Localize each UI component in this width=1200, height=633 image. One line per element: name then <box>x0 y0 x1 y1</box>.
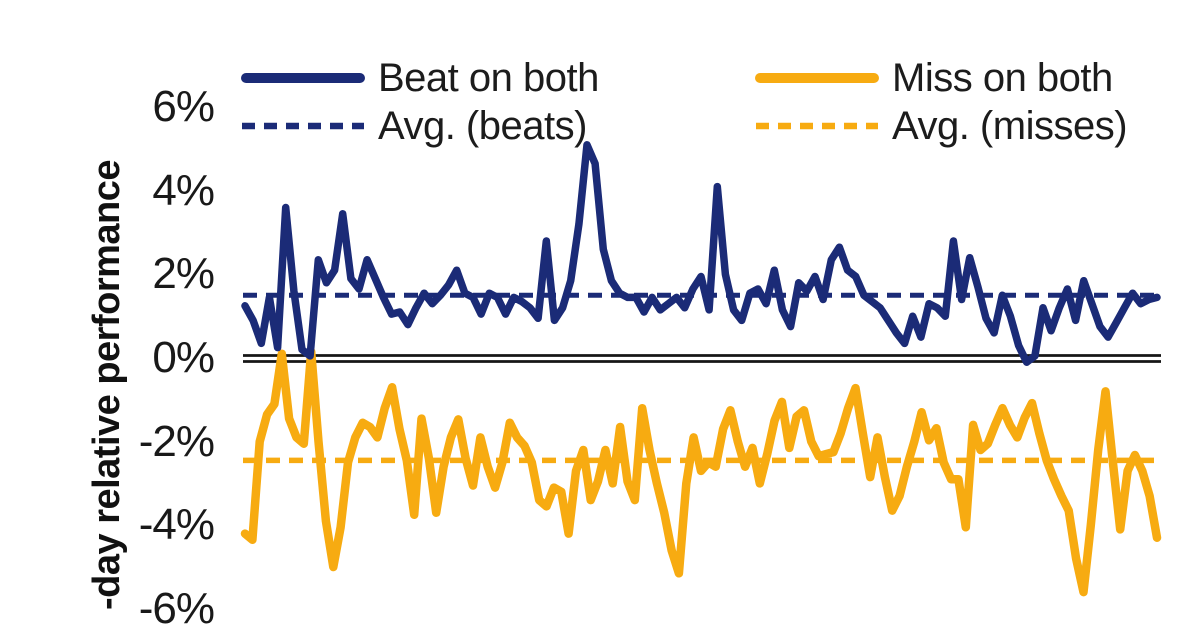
y-tick-label: 0% <box>152 333 215 382</box>
y-tick-label: 4% <box>152 165 215 215</box>
y-tick-label: 2% <box>152 249 215 299</box>
legend-entry-avg-beats: Avg. (beats) <box>240 102 599 150</box>
avg-misses-dashed-line-icon <box>756 122 878 130</box>
avg-beats-dashed-line-icon <box>242 122 364 130</box>
y-tick-label: -4% <box>138 500 215 550</box>
y-tick-label: 6% <box>152 82 215 132</box>
legend-label-avg-beats: Avg. (beats) <box>378 104 587 148</box>
beat-on-both-series <box>241 141 1161 366</box>
legend-label-miss-on-both: Miss on both <box>892 56 1113 100</box>
chart-canvas: -day relative performance 6% 4% 2% 0% -2% -4%… <box>86 54 1162 630</box>
legend-beats: Beat on both Avg. (beats) <box>240 54 599 150</box>
legend-entry-avg-misses: Avg. (misses) <box>754 102 1128 150</box>
legend-entry-beat-on-both: Beat on both <box>240 54 599 102</box>
miss-on-both-line-icon <box>755 73 879 83</box>
y-tick-label: -2% <box>138 416 215 466</box>
y-tick-label: -6% <box>138 583 215 633</box>
legend-entry-miss-on-both: Miss on both <box>754 54 1127 102</box>
legend-misses: Miss on both Avg. (misses) <box>754 54 1128 150</box>
legend-label-beat-on-both: Beat on both <box>378 56 599 100</box>
beat-on-both-line-icon <box>241 73 365 83</box>
plot-area <box>240 141 1162 597</box>
miss-on-both-series <box>240 347 1162 597</box>
legend-label-avg-misses: Avg. (misses) <box>892 104 1128 148</box>
